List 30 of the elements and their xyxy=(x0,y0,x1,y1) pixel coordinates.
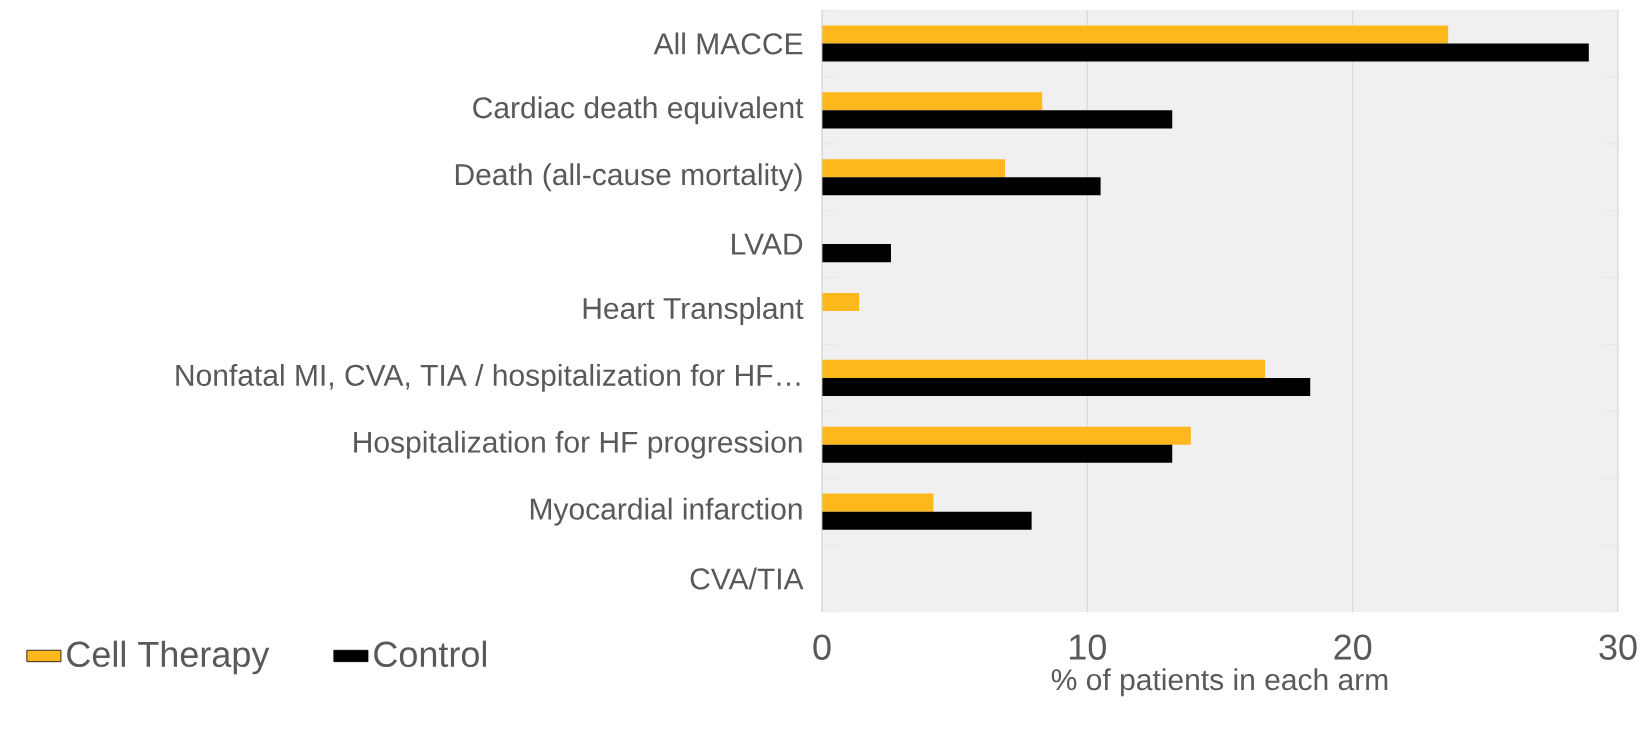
bar xyxy=(822,359,1266,378)
bar xyxy=(822,159,1006,178)
y-tick-label: Hospitalization for HF progression xyxy=(354,430,802,459)
bar xyxy=(822,444,1173,463)
bar xyxy=(822,511,1032,530)
bar xyxy=(822,244,891,263)
bar xyxy=(822,25,1449,44)
bar xyxy=(822,43,1589,62)
x-tick-label: 30 xyxy=(1599,634,1637,660)
bar xyxy=(822,110,1173,129)
x-axis-title: % of patients in each arm xyxy=(1051,668,1388,697)
bar xyxy=(822,92,1043,111)
bar xyxy=(822,493,934,512)
y-tick-label: All MACCE xyxy=(653,32,803,55)
y-tick-label: Nonfatal MI, CVA, TIA / hospitalization for HF… xyxy=(176,363,800,392)
y-tick-label: Death (all-cause mortality) xyxy=(455,163,802,192)
bar xyxy=(822,426,1191,445)
bar xyxy=(822,292,860,312)
bar xyxy=(822,177,1101,196)
x-tick-label: 20 xyxy=(1334,634,1372,660)
legend-label: Control xyxy=(374,640,487,668)
legend-label: Cell Therapy xyxy=(67,640,270,675)
x-tick-label: 10 xyxy=(1070,634,1106,660)
x-tick-label: 0 xyxy=(813,634,831,660)
y-tick-label: LVAD xyxy=(732,233,803,255)
y-tick-label: Myocardial infarction xyxy=(530,497,802,526)
y-tick-label: Heart Transplant xyxy=(583,297,804,325)
y-tick-label: Cardiac death equivalent xyxy=(473,96,804,125)
bar xyxy=(822,377,1311,396)
y-tick-label: CVA/TIA xyxy=(690,567,804,590)
